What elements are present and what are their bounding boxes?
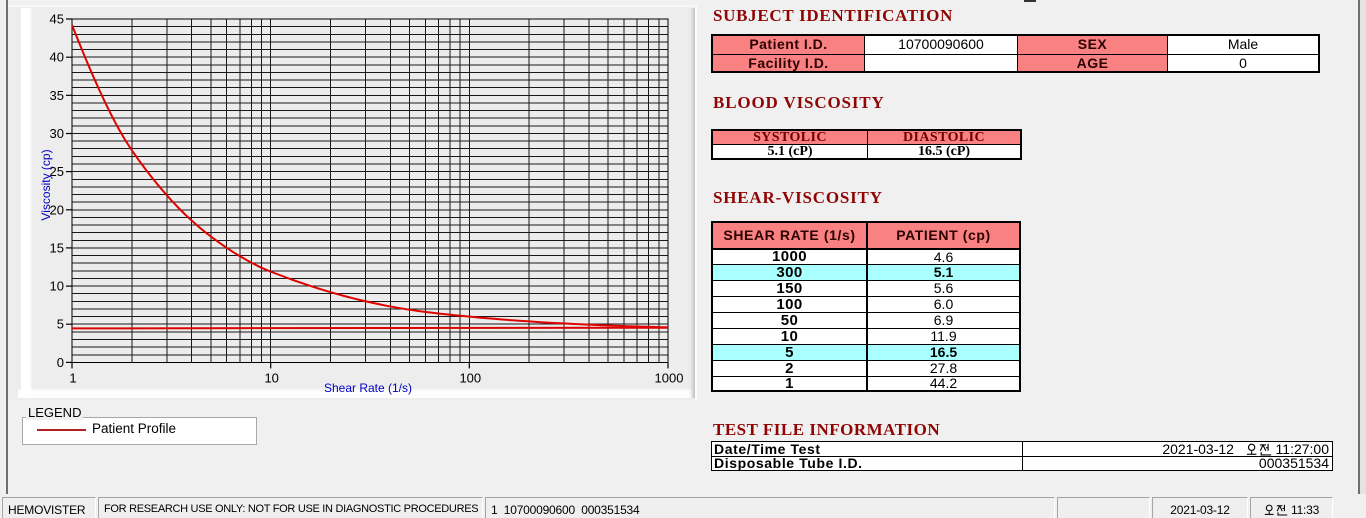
svg-text:Shear Rate (1/s): Shear Rate (1/s) [324, 381, 412, 395]
svg-text:5: 5 [57, 317, 64, 332]
svg-text:40: 40 [50, 50, 64, 65]
svg-text:1000: 1000 [655, 370, 684, 385]
svg-text:25: 25 [50, 164, 64, 179]
svg-text:15: 15 [50, 240, 64, 255]
svg-text:10: 10 [50, 279, 64, 294]
svg-text:10: 10 [264, 370, 278, 385]
svg-text:0: 0 [57, 355, 64, 370]
svg-text:100: 100 [459, 370, 481, 385]
svg-text:1: 1 [69, 370, 76, 385]
svg-text:35: 35 [50, 88, 64, 103]
svg-text:Viscosity (cp): Viscosity (cp) [39, 149, 53, 220]
svg-text:20: 20 [50, 202, 64, 217]
svg-text:45: 45 [50, 12, 64, 27]
svg-text:30: 30 [50, 126, 64, 141]
